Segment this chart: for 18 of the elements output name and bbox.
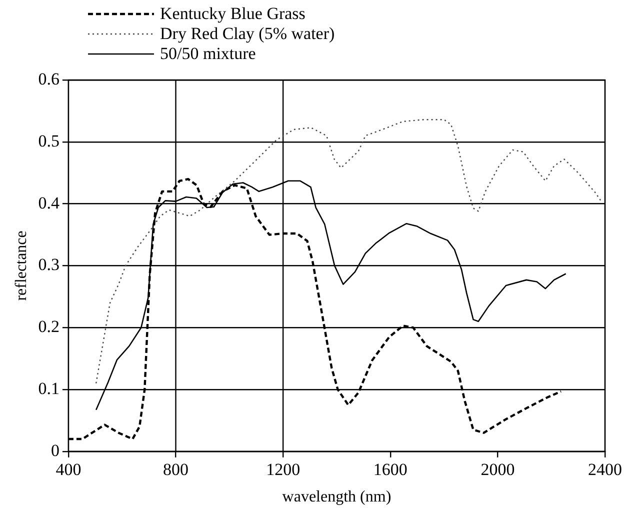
y-tick-label: 0.4 — [38, 193, 60, 212]
x-tick-label: 2000 — [480, 460, 515, 480]
x-tick-label: 800 — [163, 460, 189, 480]
y-tick-label: 0.1 — [38, 378, 60, 398]
legend-label: 50/50 mixture — [160, 44, 256, 64]
y-tick-label: 0 — [50, 440, 60, 460]
x-tick-label: 1600 — [373, 460, 408, 480]
x-tick-label: 1200 — [266, 460, 300, 480]
legend-label: Dry Red Clay (5% water) — [160, 24, 335, 44]
y-tick-label: 0.6 — [38, 69, 60, 88]
x-axis-title: wavelength (nm) — [282, 488, 392, 506]
x-tick-label: 2400 — [588, 460, 622, 480]
y-axis-title: reflectance — [12, 230, 30, 301]
legend-label: Kentucky Blue Grass — [160, 4, 306, 24]
y-tick-label: 0.3 — [38, 255, 60, 274]
y-tick-label: 0.5 — [38, 131, 60, 150]
y-tick-label: 0.2 — [38, 317, 60, 336]
x-tick-label: 400 — [56, 460, 82, 480]
